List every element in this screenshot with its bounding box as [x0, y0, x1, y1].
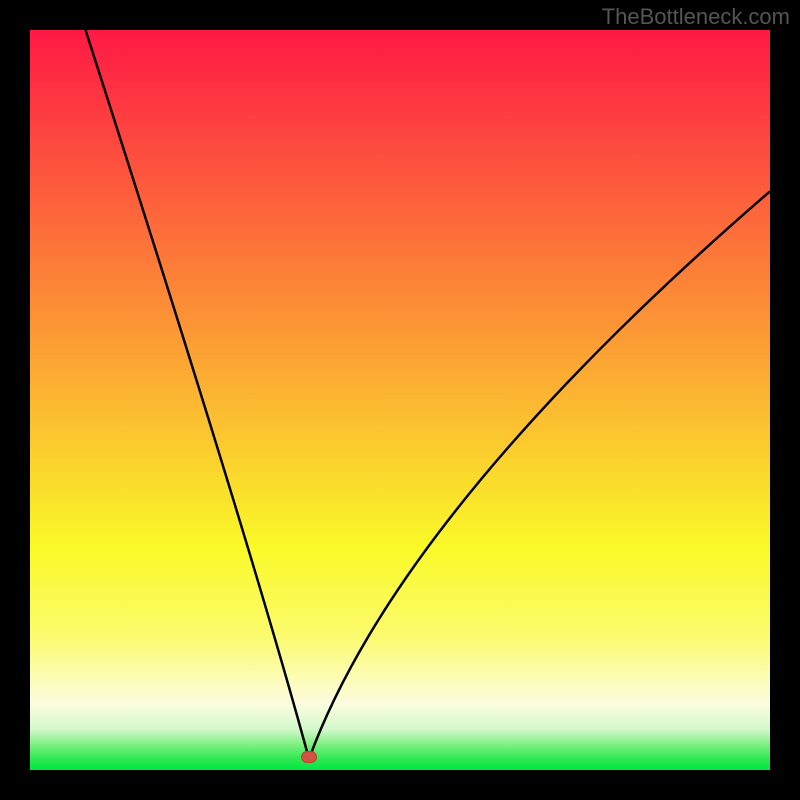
bottleneck-curve — [30, 30, 770, 770]
optimum-marker — [301, 751, 317, 763]
watermark-text: TheBottleneck.com — [602, 4, 790, 30]
chart-frame: TheBottleneck.com — [0, 0, 800, 800]
plot-area — [30, 30, 770, 770]
